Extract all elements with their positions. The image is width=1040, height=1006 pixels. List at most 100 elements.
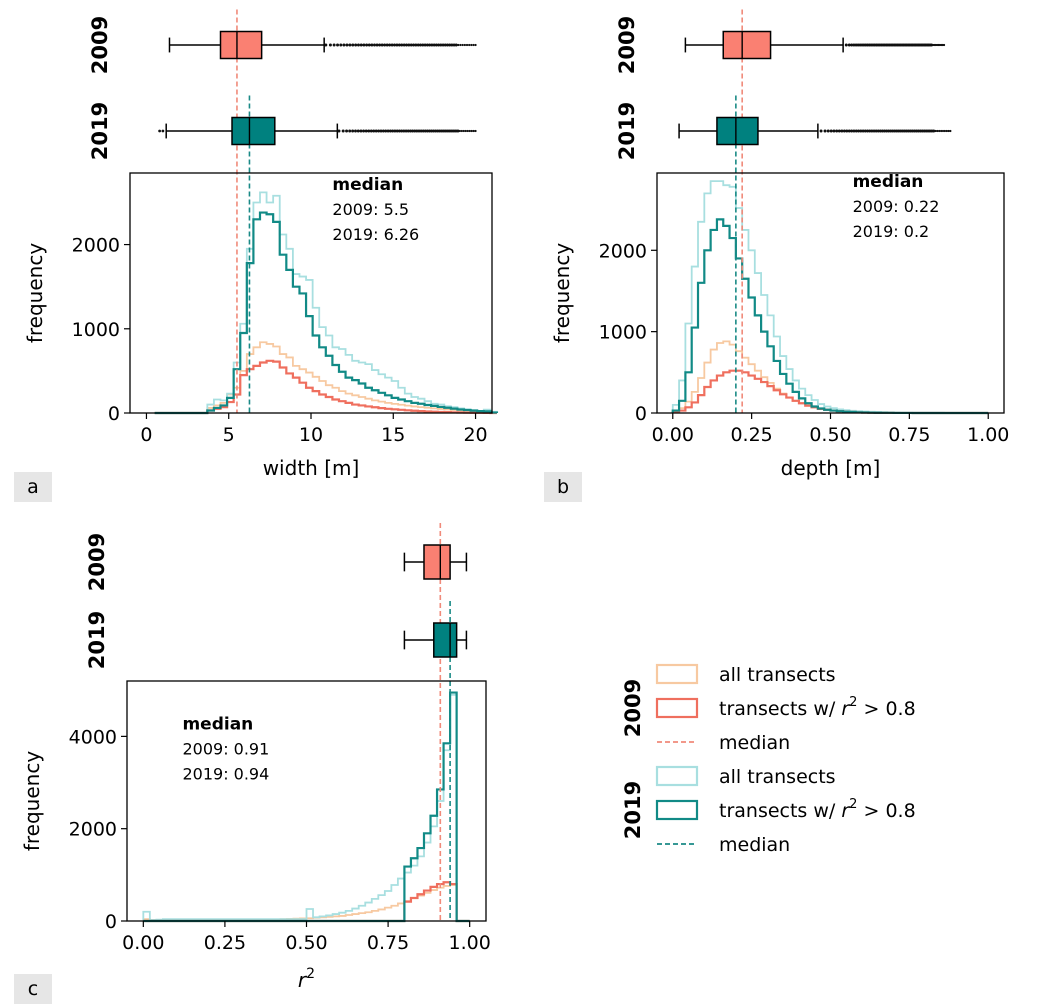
legend-label: all transects (719, 664, 836, 686)
box-c-2019 (433, 622, 458, 658)
flier-a-2019 (348, 129, 352, 133)
flier-a-2009 (393, 43, 397, 47)
flier-a-2009 (452, 43, 456, 47)
flier-a-2009 (342, 43, 346, 47)
flier-b-2019 (840, 129, 844, 133)
flier-b-2019 (880, 129, 884, 133)
flier-b-2019 (868, 129, 872, 133)
legend-swatch (655, 697, 699, 719)
ylabel-c: frequency (20, 751, 44, 851)
hist-b-all-2019 (671, 180, 989, 414)
flier-a-2019 (391, 129, 395, 133)
xtick-label-a: 20 (463, 424, 487, 446)
flier-a-2009 (356, 43, 360, 47)
flier-a-2019 (367, 129, 371, 133)
year-label-a-2009: 2009 (88, 16, 112, 74)
flier-a-2019 (341, 129, 345, 133)
hist-a-all-2019 (154, 191, 498, 414)
panel-label-a: a (14, 472, 52, 502)
flier-a-2009 (448, 43, 452, 47)
flier-b-2009 (852, 43, 856, 47)
year-label-b-2009: 2009 (615, 16, 639, 74)
annotation-line-b: 2009: 0.22 (853, 197, 940, 216)
legend-label: transects w/ r2 > 0.8 (719, 695, 916, 720)
xtick-label-c: 1.00 (449, 932, 491, 954)
flier-b-2019 (857, 129, 861, 133)
xlabel-b: depth [m] (781, 456, 881, 480)
legend-label: transects w/ r2 > 0.8 (719, 797, 916, 822)
flier-a-2019 (462, 129, 465, 133)
year-label-b-2019: 2019 (615, 102, 639, 160)
flier-b-2009 (850, 43, 854, 47)
legend-swatch (655, 663, 699, 685)
flier-b-2019 (876, 129, 880, 133)
flier-a-2009 (367, 43, 371, 47)
flier-a-2019 (413, 129, 417, 133)
flier-a-2009 (428, 43, 432, 47)
xtick-label-c: 0.50 (285, 932, 327, 954)
flier-a-2009 (339, 43, 343, 47)
flier-a-2019 (423, 129, 427, 133)
flier-a-2019 (400, 129, 404, 133)
box-a-2009 (219, 30, 263, 60)
flier-a-2009 (432, 43, 436, 47)
flier-b-2019 (945, 129, 948, 133)
flier-b-2009 (847, 43, 851, 47)
flier-a-2009 (388, 43, 392, 47)
flier-a-2019 (364, 129, 368, 133)
flier-a-2019 (161, 129, 165, 133)
flier-a-2019 (397, 129, 401, 133)
flier-a-2019 (395, 129, 399, 133)
flier-a-2009 (397, 43, 401, 47)
box-c-2009 (423, 544, 451, 580)
flier-b-2019 (829, 129, 833, 133)
flier-a-2009 (419, 43, 423, 47)
flier-a-2019 (374, 129, 378, 133)
flier-a-2019 (388, 129, 392, 133)
flier-a-2009 (454, 43, 458, 47)
flier-a-2019 (432, 129, 436, 133)
year-label-a-2019: 2019 (88, 102, 112, 160)
flier-b-2019 (938, 129, 941, 133)
flier-a-2019 (458, 129, 462, 133)
flier-a-2019 (369, 129, 373, 133)
flier-b-2019 (885, 129, 889, 133)
flier-a-2009 (407, 43, 411, 47)
flier-a-2019 (425, 129, 429, 133)
panel-label-c: c (14, 974, 52, 1004)
ytick-label-a: 0 (108, 403, 120, 425)
flier-a-2009 (324, 43, 328, 47)
flier-a-2009 (409, 43, 413, 47)
ylabel-a: frequency (23, 243, 47, 343)
flier-a-2009 (332, 43, 336, 47)
flier-b-2019 (845, 129, 849, 133)
flier-a-2009 (425, 43, 429, 47)
flier-a-2009 (468, 43, 471, 47)
flier-a-2009 (412, 43, 416, 47)
flier-a-2019 (356, 129, 360, 133)
flier-a-2019 (464, 129, 467, 133)
flier-a-2019 (381, 129, 385, 133)
flier-a-2019 (421, 129, 425, 133)
flier-a-2019 (430, 129, 434, 133)
ytick-label-b: 0 (635, 403, 647, 425)
year-label-c-2009: 2009 (85, 533, 109, 591)
flier-a-2009 (463, 43, 466, 47)
xtick-label-a: 5 (223, 424, 235, 446)
flier-b-2019 (883, 129, 887, 133)
flier-b-2019 (932, 129, 936, 133)
flier-a-2009 (380, 43, 384, 47)
flier-b-2019 (823, 129, 827, 133)
ytick-label-a: 1000 (72, 319, 120, 341)
flier-a-2019 (428, 129, 432, 133)
axes-frame-c (126, 680, 487, 922)
box-b-2009 (722, 30, 772, 60)
flier-a-2009 (402, 43, 406, 47)
flier-b-2009 (942, 43, 946, 47)
flier-a-2019 (337, 129, 341, 133)
flier-a-2009 (395, 43, 399, 47)
flier-b-2019 (870, 129, 874, 133)
legend-swatch (655, 799, 699, 821)
ytick-label-c: 2000 (69, 819, 117, 841)
flier-b-2019 (874, 129, 878, 133)
